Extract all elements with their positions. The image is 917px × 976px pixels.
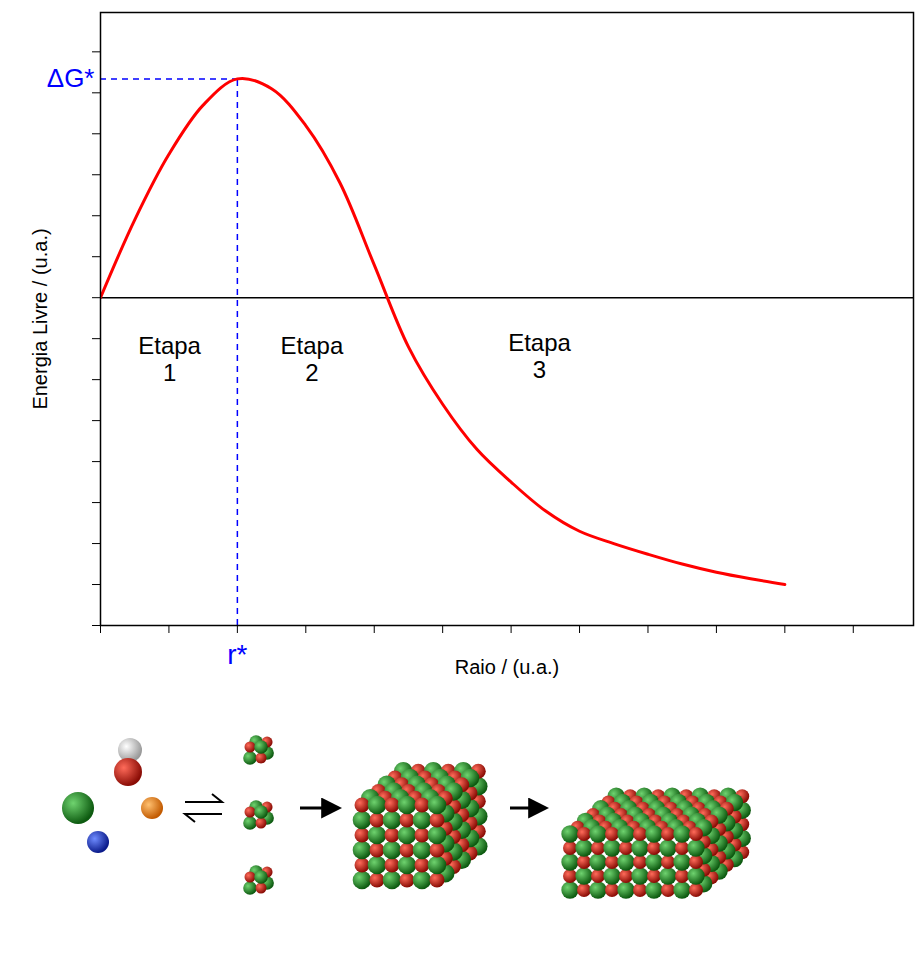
- svg-text:r*: r*: [227, 639, 247, 670]
- svg-text:Etapa2: Etapa2: [281, 332, 344, 387]
- svg-text:Energia Livre / (u.a.): Energia Livre / (u.a.): [29, 228, 51, 409]
- svg-text:Etapa3: Etapa3: [508, 329, 571, 384]
- svg-text:Raio / (u.a.): Raio / (u.a.): [455, 656, 559, 678]
- svg-text:ΔG*: ΔG*: [47, 63, 95, 93]
- svg-text:Etapa1: Etapa1: [138, 332, 201, 387]
